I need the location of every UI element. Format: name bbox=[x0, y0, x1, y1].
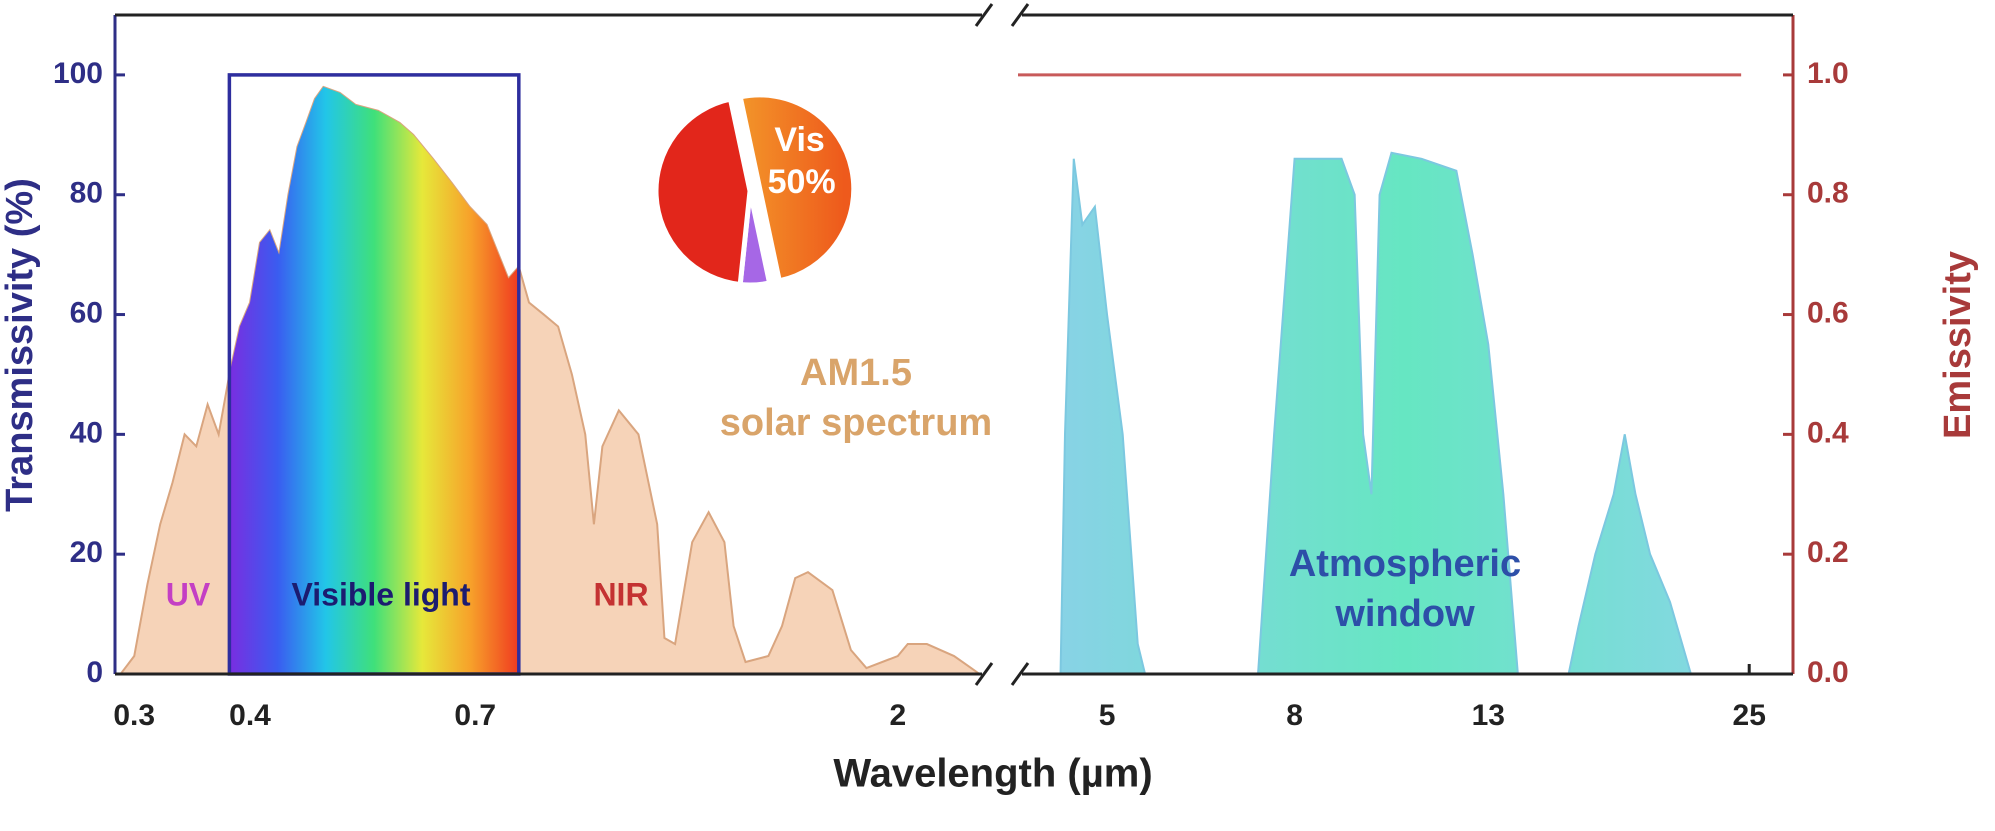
x-tick-label: 0.4 bbox=[229, 699, 271, 732]
y-tick-label: 80 bbox=[70, 177, 103, 210]
axis-break bbox=[974, 662, 994, 686]
pie-caption: AM1.5 bbox=[800, 352, 912, 394]
axis-break bbox=[1010, 3, 1030, 27]
y2-tick-label: 0.2 bbox=[1807, 536, 1849, 569]
y2-tick-label: 0.0 bbox=[1807, 656, 1849, 689]
axis-break bbox=[974, 3, 994, 27]
annotation: Atmospheric bbox=[1289, 543, 1521, 585]
y2-tick-label: 0.4 bbox=[1807, 416, 1849, 449]
area bbox=[1059, 151, 1693, 675]
annotation: UV bbox=[166, 576, 211, 612]
pie-value-label: 50% bbox=[768, 163, 836, 201]
axis-frame bbox=[115, 3, 1793, 686]
visible-area bbox=[229, 86, 519, 674]
pie-caption: solar spectrum bbox=[720, 402, 992, 444]
y2-tick-label: 1.0 bbox=[1807, 57, 1849, 90]
y-tick-label: 60 bbox=[70, 296, 103, 329]
pie-slice bbox=[737, 92, 857, 284]
x-tick-label: 0.7 bbox=[454, 699, 496, 732]
annotation: Visible light bbox=[292, 576, 471, 612]
y-tick-label: 100 bbox=[53, 57, 103, 90]
y-axis-label: Transmissivity (%) bbox=[0, 178, 41, 512]
pie-label: Vis bbox=[774, 121, 824, 159]
x-tick-label: 8 bbox=[1286, 699, 1303, 732]
x-tick-label: 0.3 bbox=[113, 699, 155, 732]
y-tick-label: 20 bbox=[70, 536, 103, 569]
y2-tick-label: 0.8 bbox=[1807, 177, 1849, 210]
x-tick-label: 13 bbox=[1472, 699, 1505, 732]
y2-tick-label: 0.6 bbox=[1807, 296, 1849, 329]
pie-slice bbox=[653, 96, 753, 288]
x-tick-label: 25 bbox=[1733, 699, 1766, 732]
y-tick-label: 0 bbox=[86, 656, 103, 689]
annotation: NIR bbox=[593, 576, 648, 612]
x-axis-label: Wavelength (µm) bbox=[833, 752, 1152, 796]
x-tick-label: 5 bbox=[1099, 699, 1116, 732]
axis-break bbox=[1010, 662, 1030, 686]
y2-axis-label: Emissivity bbox=[1937, 251, 1979, 439]
annotation: window bbox=[1334, 593, 1475, 635]
y-tick-label: 40 bbox=[70, 416, 103, 449]
x-tick-label: 2 bbox=[889, 699, 906, 732]
